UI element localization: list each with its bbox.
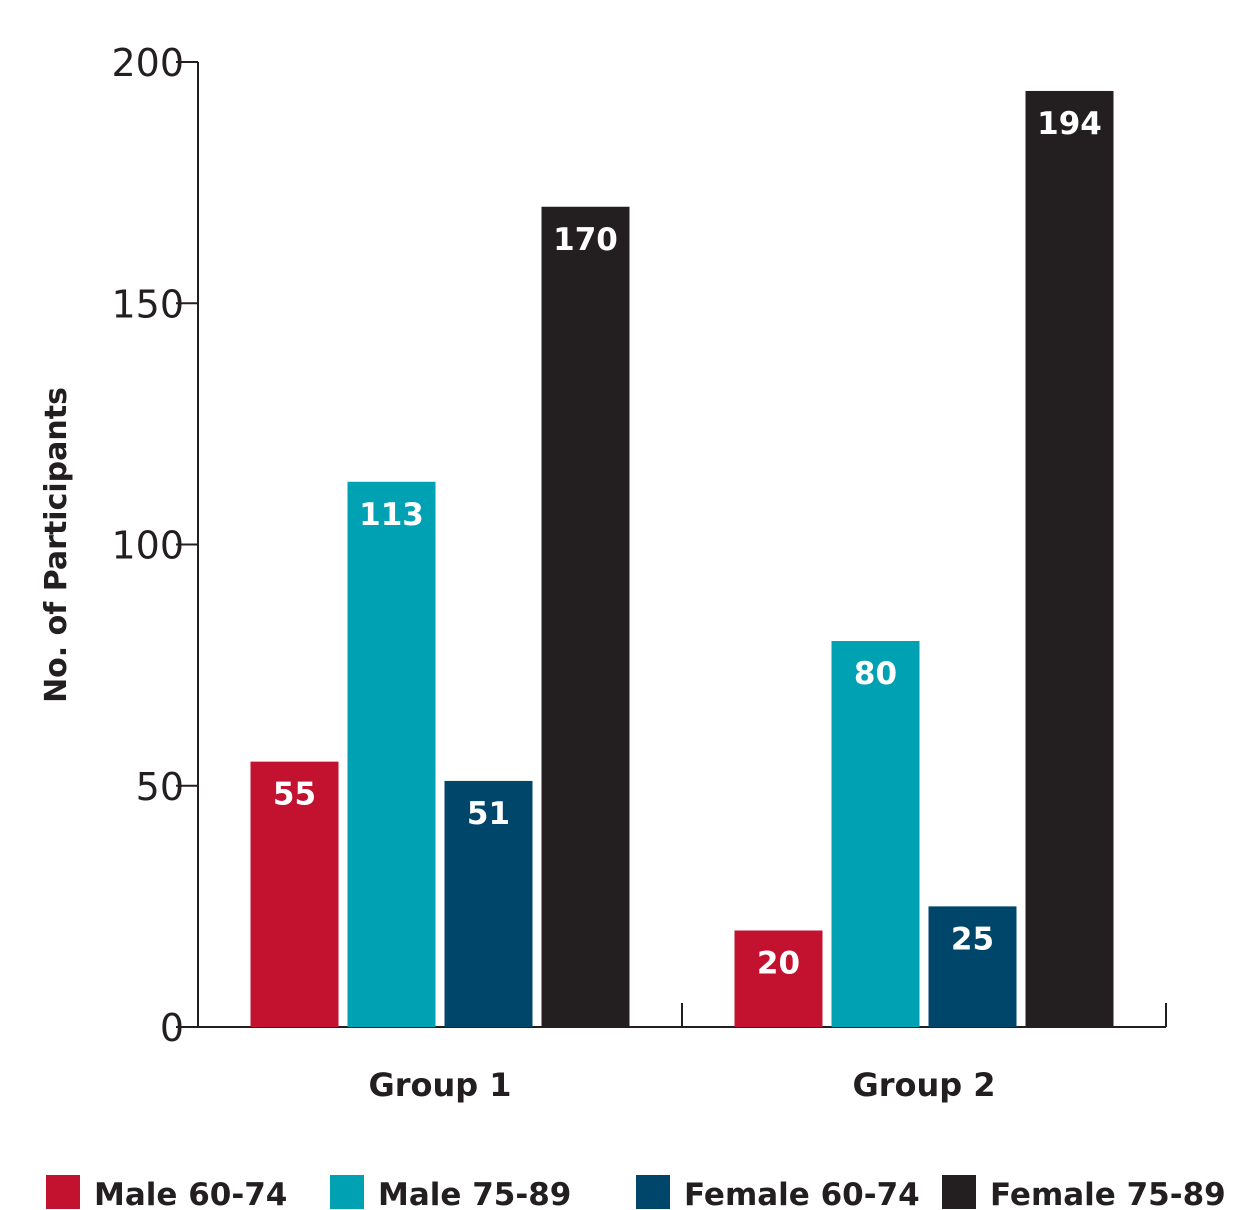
legend-label: Female 60-74	[684, 1177, 920, 1210]
bar	[444, 780, 533, 1027]
x-category-label: Group 1	[368, 1066, 511, 1104]
y-axis: 0 50 100 150 200	[111, 41, 199, 1050]
bar-value-label: 20	[757, 946, 800, 982]
y-tick-label: 0	[160, 1006, 184, 1050]
bar-value-label: 25	[951, 921, 994, 957]
legend-label: Male 60-74	[94, 1177, 287, 1210]
y-tick-label: 200	[111, 41, 184, 85]
bar-value-label: 170	[553, 222, 618, 258]
bars	[250, 90, 1114, 1027]
y-axis-title: No. of Participants	[39, 387, 74, 703]
bar-value-label: 80	[854, 656, 897, 692]
legend-swatch	[46, 1175, 80, 1209]
legend-label: Male 75-89	[378, 1177, 571, 1210]
bar	[928, 906, 1017, 1027]
bar	[734, 930, 823, 1027]
y-tick-label: 150	[111, 282, 184, 326]
bar	[1025, 90, 1114, 1027]
legend: Male 60-74 Male 75-89 Female 60-74 Female 7…	[46, 1175, 1226, 1210]
bar	[250, 761, 339, 1027]
x-axis: Group 1 Group 2	[198, 1003, 1167, 1104]
legend-swatch	[330, 1175, 364, 1209]
legend-swatch	[636, 1175, 670, 1209]
bar	[831, 641, 920, 1027]
bar-value-label: 113	[359, 497, 424, 533]
bar	[347, 481, 436, 1027]
legend-label: Female 75-89	[990, 1177, 1226, 1210]
bar-value-label: 51	[467, 796, 510, 832]
y-tick-label: 50	[136, 765, 184, 809]
bar	[541, 206, 630, 1027]
y-tick-label: 100	[111, 524, 184, 568]
bar-value-label: 194	[1037, 106, 1102, 142]
x-category-label: Group 2	[852, 1066, 995, 1104]
bar-labels: 55 113 51 170 20 80 25 194	[273, 106, 1102, 982]
bar-value-label: 55	[273, 777, 316, 813]
legend-swatch	[942, 1175, 976, 1209]
